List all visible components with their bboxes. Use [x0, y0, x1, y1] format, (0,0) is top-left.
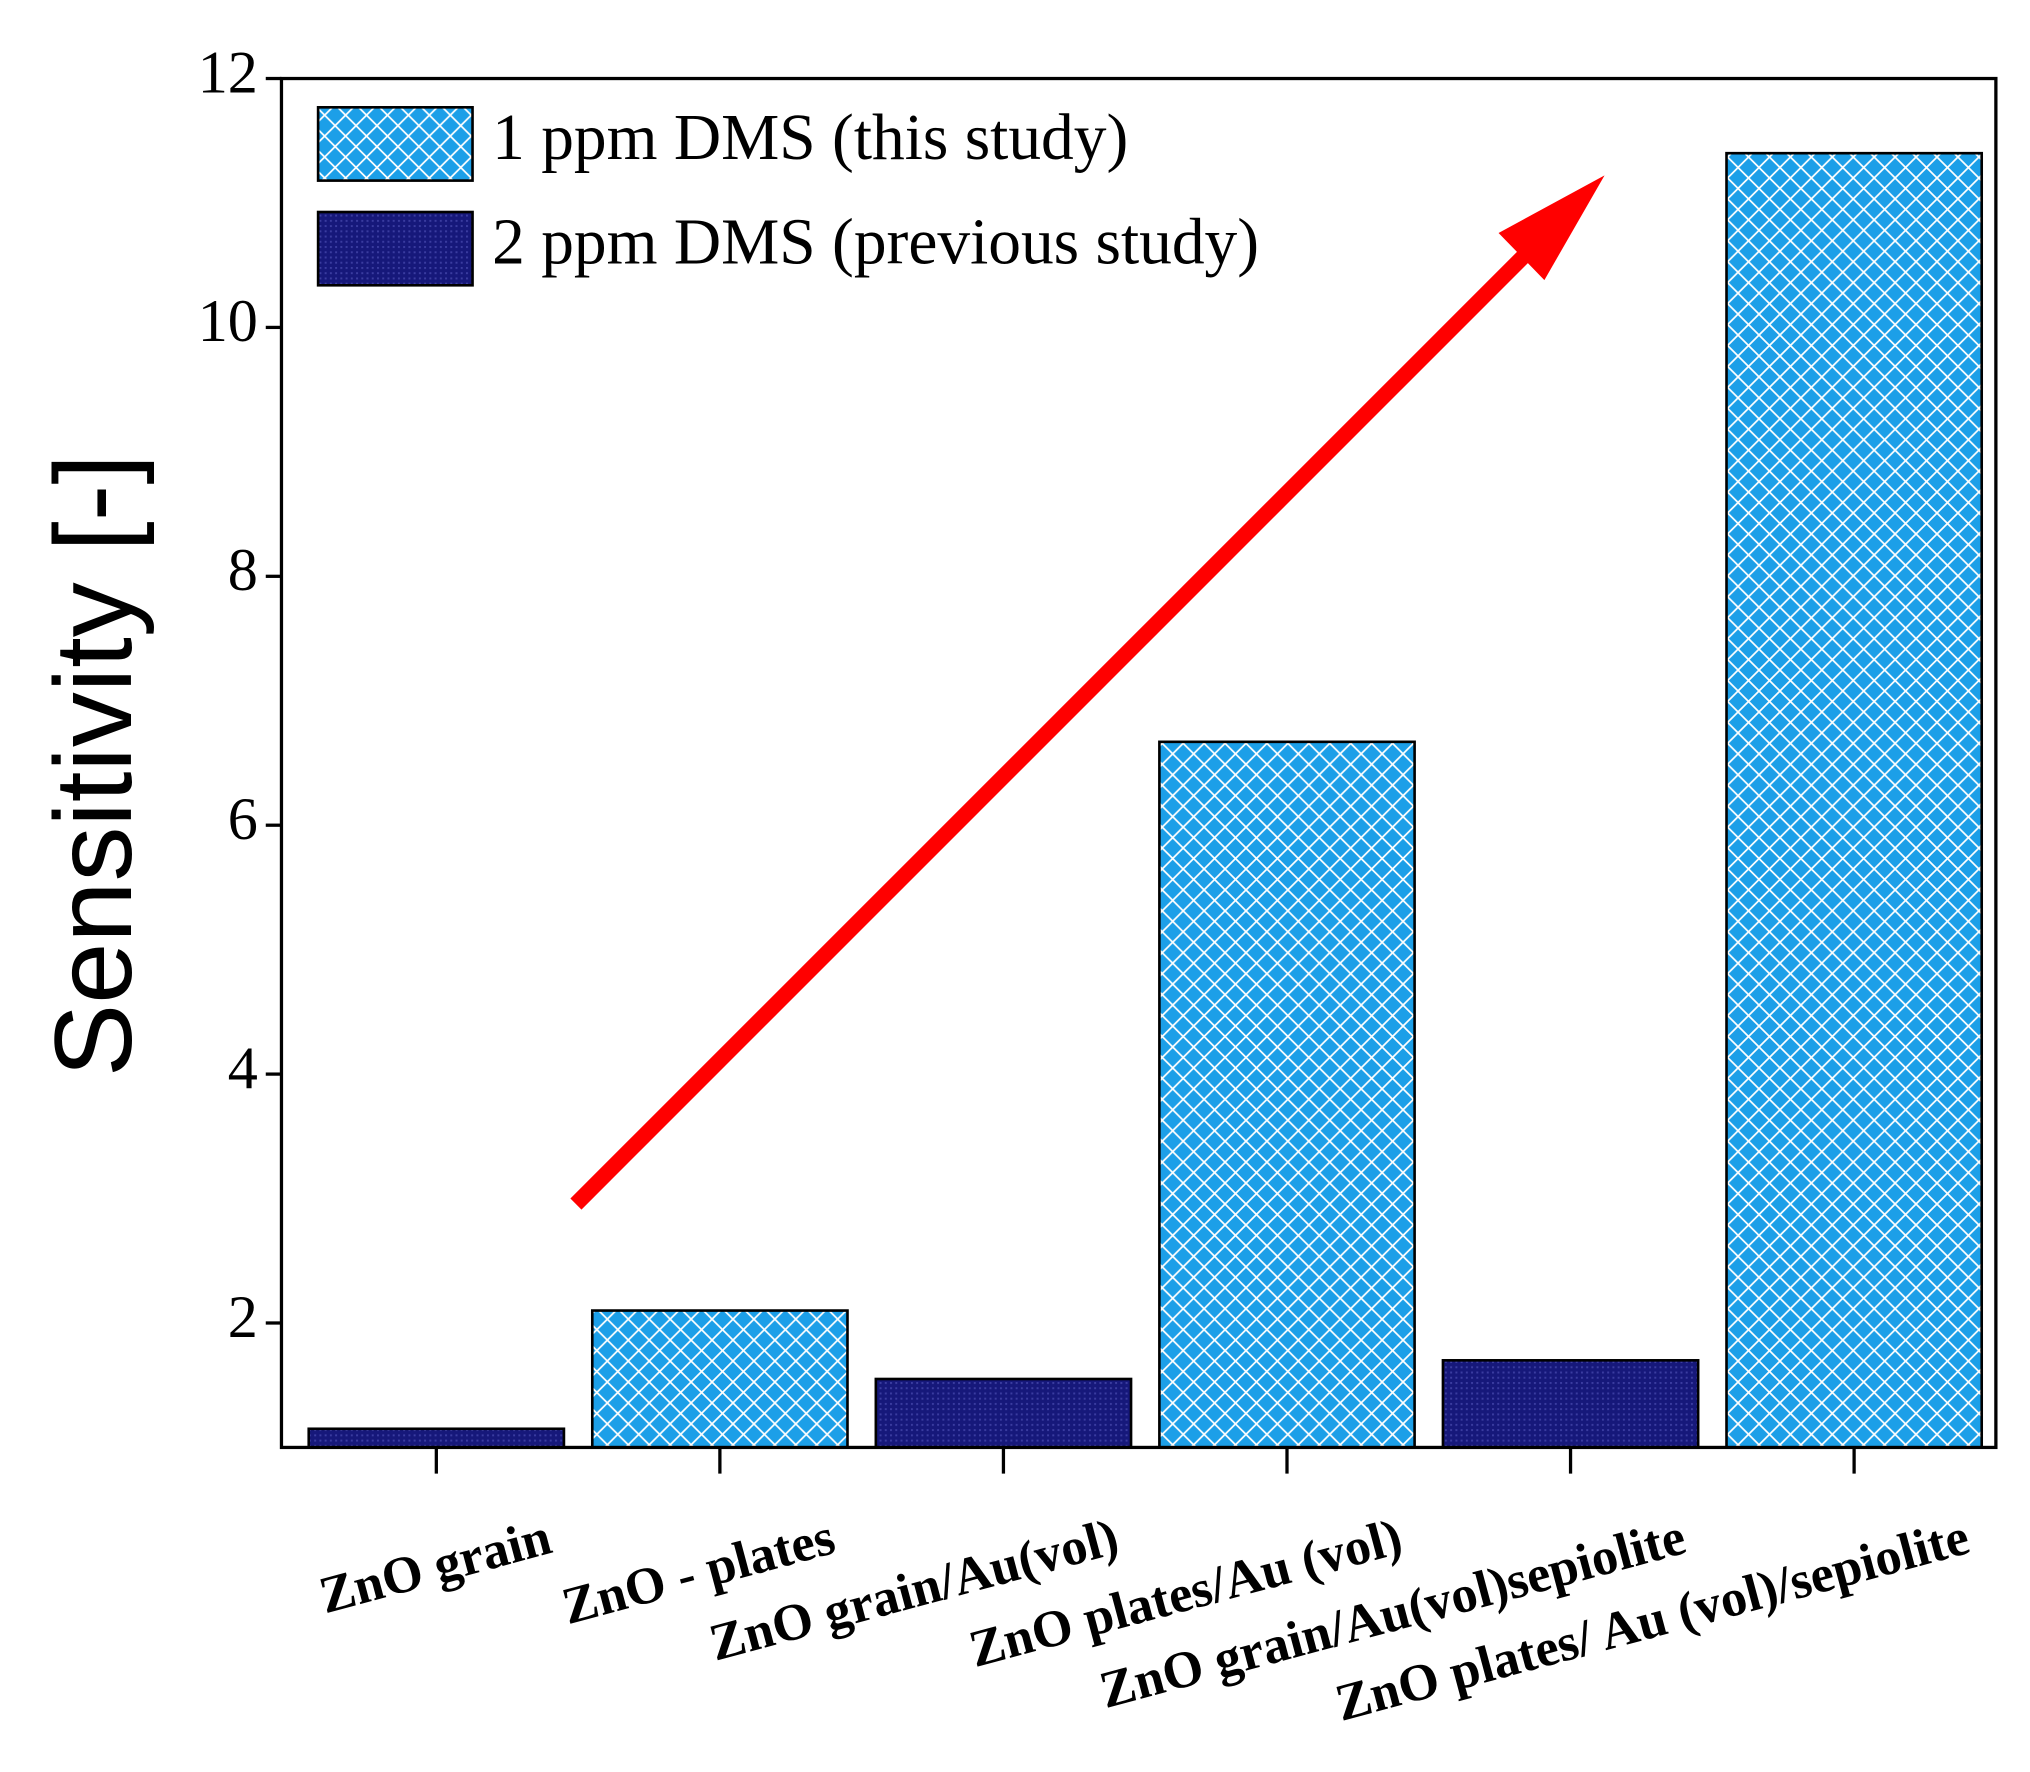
bar	[307, 1427, 566, 1449]
bar	[1725, 151, 1984, 1449]
y-tick-label: 6	[228, 786, 258, 853]
legend-label: 2 ppm DMS (previous study)	[492, 207, 1259, 279]
trend-arrow	[570, 230, 1550, 1210]
y-tick-label: 8	[228, 537, 258, 604]
y-tick-label: 4	[228, 1035, 258, 1102]
y-tick-label: 10	[198, 288, 258, 355]
bar	[1158, 740, 1416, 1449]
bar	[1441, 1359, 1700, 1449]
arrow-head	[1498, 175, 1605, 281]
legend-swatch	[316, 106, 474, 182]
bar	[874, 1377, 1133, 1449]
legend-swatch	[316, 210, 474, 287]
bar	[590, 1309, 849, 1449]
y-axis-label: Sensitivity [-]	[32, 454, 155, 1077]
legend-label: 1 ppm DMS (this study)	[492, 102, 1128, 174]
y-tick-label: 12	[198, 39, 258, 106]
plot-frame	[279, 76, 1998, 1450]
y-tick-label: 2	[228, 1284, 258, 1351]
x-tick-label: ZnO grain	[313, 1508, 557, 1625]
